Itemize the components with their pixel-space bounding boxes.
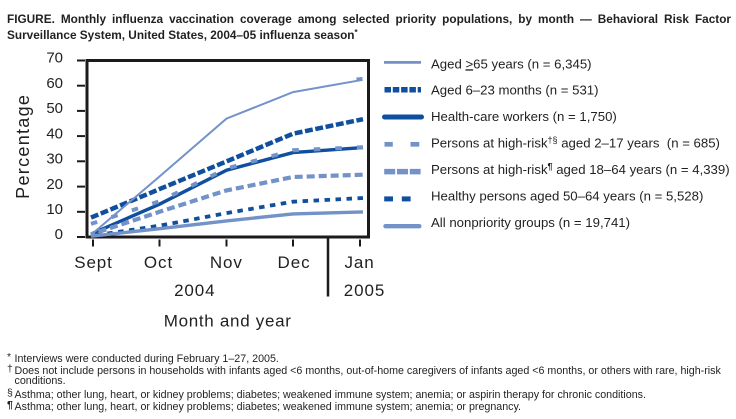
svg-text:Jan: Jan xyxy=(344,253,374,272)
svg-text:Nov: Nov xyxy=(210,253,243,272)
svg-text:10: 10 xyxy=(46,201,63,218)
svg-text:Month and year: Month and year xyxy=(164,312,292,331)
svg-text:Persons at high-risk¶ aged 18–: Persons at high-risk¶ aged 18–64 years (… xyxy=(431,162,730,178)
svg-text:60: 60 xyxy=(46,75,63,92)
svg-text:40: 40 xyxy=(46,125,63,142)
svg-text:Persons at high-risk†§ aged 2–: Persons at high-risk†§ aged 2–17 years (… xyxy=(431,135,720,151)
svg-text:Aged >65 years (n = 6,345): Aged >65 years (n = 6,345) xyxy=(431,56,592,71)
svg-text:All nonpriority groups (n = 19: All nonpriority groups (n = 19,741) xyxy=(431,215,630,230)
svg-text:Oct: Oct xyxy=(144,253,173,272)
svg-text:30: 30 xyxy=(46,151,63,168)
svg-text:Dec: Dec xyxy=(278,253,311,272)
svg-text:70: 70 xyxy=(46,50,63,67)
svg-text:Sept: Sept xyxy=(74,253,113,272)
svg-text:2004: 2004 xyxy=(174,281,215,300)
svg-text:Healthy persons aged 50–64 yea: Healthy persons aged 50–64 years (n = 5,… xyxy=(431,188,703,203)
svg-text:20: 20 xyxy=(46,176,63,193)
svg-text:Health-care workers (n = 1,750: Health-care workers (n = 1,750) xyxy=(431,109,617,124)
svg-text:50: 50 xyxy=(46,100,63,117)
svg-text:2005: 2005 xyxy=(344,281,385,300)
svg-text:Aged 6–23 months (n = 531): Aged 6–23 months (n = 531) xyxy=(431,83,599,98)
svg-text:Percentage: Percentage xyxy=(13,94,33,199)
svg-text:0: 0 xyxy=(55,226,63,243)
